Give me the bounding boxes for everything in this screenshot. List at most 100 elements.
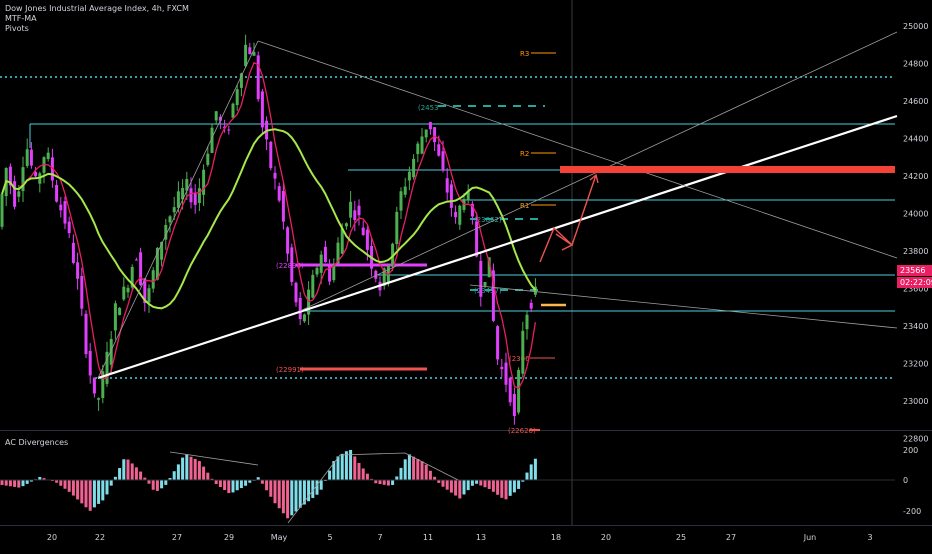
- candle-body: [21, 167, 25, 192]
- ac-bar: [328, 470, 332, 480]
- candle-body: [487, 257, 491, 278]
- ac-bar: [454, 480, 458, 496]
- ac-bar: [122, 459, 126, 480]
- ac-bar: [302, 480, 306, 505]
- candle-body: [59, 204, 63, 211]
- ac-bar: [80, 480, 84, 504]
- candle-body: [336, 242, 340, 264]
- ac-bar: [164, 480, 168, 485]
- ac-bar: [227, 480, 231, 494]
- ac-bar: [449, 480, 453, 493]
- ac-bar: [428, 470, 432, 480]
- ac-bar: [13, 480, 17, 487]
- ac-bar: [134, 467, 138, 480]
- candle-body: [395, 211, 399, 245]
- candle-body: [466, 191, 470, 201]
- ac-bar: [491, 480, 495, 492]
- candle-body: [210, 127, 214, 153]
- price-tick-label: 23600: [903, 285, 928, 294]
- ac-bar: [508, 480, 512, 496]
- candle-body: [319, 254, 323, 273]
- candle-body: [441, 151, 445, 170]
- ac-bar: [38, 477, 42, 480]
- candle-body: [433, 127, 437, 143]
- pivot-tag-22896: (22896): [276, 262, 304, 270]
- ac-bar: [386, 480, 390, 486]
- ac-bar: [239, 480, 243, 489]
- ac-bar: [407, 454, 411, 480]
- ac-bar: [231, 480, 235, 493]
- moving-averages: [1, 61, 537, 390]
- projection-vertex: [555, 233, 574, 251]
- price-tick-label: 23200: [903, 360, 928, 369]
- candle-body: [130, 266, 134, 288]
- ac-bar: [340, 453, 344, 480]
- pivot-tag-22991: (22991): [276, 366, 304, 374]
- ac-bar: [311, 480, 315, 498]
- ac-bar: [29, 480, 33, 482]
- candle-body: [17, 191, 21, 197]
- candle-body: [315, 267, 319, 275]
- ac-bar: [382, 480, 386, 485]
- ac-bar: [139, 471, 143, 480]
- ac-bar: [126, 459, 130, 480]
- candle-body: [252, 52, 256, 56]
- ac-bar: [185, 454, 189, 480]
- ac-bar: [256, 477, 260, 480]
- candle-body: [332, 264, 336, 281]
- ac-bar: [42, 478, 46, 480]
- ac-bar: [101, 480, 105, 501]
- pivot-r3-label: R3: [520, 50, 529, 58]
- ma-slow-line: [1, 128, 537, 310]
- time-tick-label: 22: [95, 533, 105, 542]
- candle-body: [403, 186, 407, 195]
- ac-bar: [412, 456, 416, 480]
- price-tick-label: 22800: [903, 435, 928, 444]
- ac-bar: [118, 468, 122, 480]
- time-tick-label: 5: [327, 533, 332, 542]
- ac-bar: [109, 480, 113, 486]
- ac-bar: [223, 480, 227, 491]
- candle-body: [286, 227, 290, 254]
- candle-body: [46, 152, 50, 160]
- ac-bar: [344, 451, 348, 480]
- candle-body: [84, 313, 88, 355]
- ac-divergences-title[interactable]: AC Divergences: [5, 438, 69, 447]
- candle-body: [491, 270, 495, 321]
- candle-body: [139, 252, 143, 285]
- candle-body: [168, 216, 172, 223]
- ac-bar: [512, 480, 516, 493]
- candle-body: [193, 192, 197, 205]
- price-tick-label: 24600: [903, 97, 928, 106]
- candle-body: [382, 268, 386, 286]
- candle-body: [13, 181, 17, 207]
- candle-body: [445, 178, 449, 193]
- candle-body: [479, 260, 483, 297]
- lower-line: [469, 284, 898, 329]
- ac-bar: [84, 480, 88, 508]
- candle-body: [151, 270, 155, 289]
- pivot-tag-bottom: (22626): [508, 427, 536, 435]
- grid: [0, 0, 932, 526]
- candle-body: [113, 303, 117, 331]
- ac-bar: [55, 480, 59, 483]
- candle-body: [290, 247, 294, 282]
- candle-body: [361, 227, 365, 236]
- time-tick-label: 29: [224, 533, 234, 542]
- indicator-pivots[interactable]: Pivots: [5, 24, 29, 33]
- ac-bar: [336, 456, 340, 480]
- candle-body: [298, 297, 302, 320]
- ac-bar: [88, 480, 92, 511]
- indicator-mtf-ma[interactable]: MTF-MA: [5, 14, 37, 23]
- time-tick-label: 27: [172, 533, 182, 542]
- candle-body: [302, 314, 306, 322]
- candle-body: [63, 201, 67, 224]
- time-tick-label: 25: [676, 533, 686, 542]
- pivot-tag-230: (2306: [509, 355, 530, 363]
- projection-path: [539, 174, 597, 263]
- ac-divergence-lines: [169, 451, 459, 524]
- ac-bar: [214, 480, 218, 484]
- ma-fast-line: [1, 61, 537, 390]
